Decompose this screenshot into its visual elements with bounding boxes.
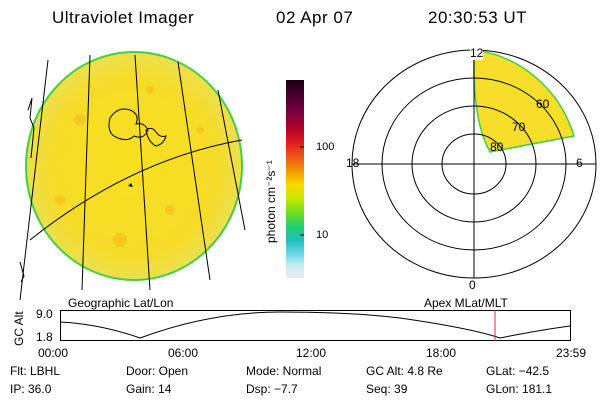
footer-mode: Mode: Normal (246, 364, 322, 378)
alt-xtick-0: 00:00 (38, 346, 69, 360)
colorbar (286, 80, 304, 278)
footer-seq: Seq: 39 (366, 382, 408, 396)
polar-caption: Apex MLat/MLT (424, 296, 508, 310)
footer-glat: GLat: −42.5 (486, 364, 550, 378)
instrument-title: Ultraviolet Imager (52, 8, 195, 27)
earth-disk (25, 51, 243, 281)
footer-flt: Flt: LBHL (10, 364, 61, 378)
altitude-curve (59, 311, 571, 339)
date-label: 02 Apr 07 (276, 8, 354, 27)
mlt-label-12: 12 (470, 46, 484, 60)
alt-ylabel: GC Alt (12, 311, 26, 346)
mlt-label-18: 18 (346, 156, 360, 170)
mlt-label-0: 0 (469, 278, 476, 292)
altitude-plot (59, 310, 571, 341)
colorbar-tick-100: 100 (316, 141, 335, 153)
polar-plot (351, 49, 597, 279)
mlat-label-80: 80 (490, 140, 504, 154)
footer-ip: IP: 36.0 (10, 382, 52, 396)
footer-gain: Gain: 14 (126, 382, 172, 396)
coastline-outline (108, 108, 167, 147)
geo-caption: Geographic Lat/Lon (68, 296, 174, 310)
time-label: 20:30:53 UT (428, 8, 528, 27)
footer-door: Door: Open (126, 364, 189, 378)
footer-dsp: Dsp: −7.7 (246, 382, 298, 396)
alt-xtick-3: 18:00 (426, 346, 457, 360)
alt-ymax-label: 9.0 (36, 307, 53, 321)
alt-ymin-label: 1.8 (36, 330, 53, 344)
alt-xtick-4: 23:59 (556, 346, 587, 360)
footer-gc-alt: GC Alt: 4.8 Re (366, 364, 443, 378)
mlat-label-70: 70 (512, 120, 526, 134)
meridian-lines (19, 54, 246, 301)
geographic-image (19, 51, 246, 301)
polar-image-region (473, 49, 575, 153)
colorbar-unit-label: photon cm⁻²s⁻¹ (264, 160, 278, 243)
mlt-label-6: 6 (576, 156, 583, 170)
colorbar-tick-10: 10 (316, 229, 329, 241)
alt-xtick-2: 12:00 (296, 346, 327, 360)
alt-xtick-1: 06:00 (168, 346, 199, 360)
mlat-label-60: 60 (536, 97, 550, 111)
footer-glon: GLon: 181.1 (486, 382, 553, 396)
